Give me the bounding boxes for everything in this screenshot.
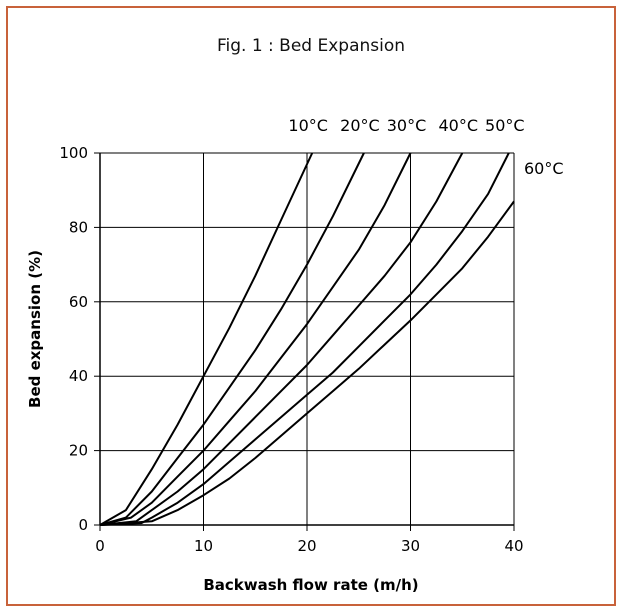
- series-line-2: [99, 152, 365, 526]
- x-axis-label: Backwash flow rate (m/h): [203, 576, 418, 594]
- grid-lines: [100, 152, 515, 525]
- series-line-4: [99, 152, 464, 526]
- tick-labels: 0 10 20 30 40 0 20 40 60 80 100: [59, 144, 523, 555]
- y-tick-label: 40: [69, 367, 88, 385]
- chart-title: Fig. 1 : Bed Expansion: [216, 36, 406, 56]
- series-label-6: 60°C: [524, 159, 564, 178]
- series-labels: 10°C 20°C 30°C 40°C 50°C 60°C: [288, 116, 563, 178]
- y-tick-label: 20: [69, 442, 88, 460]
- series-line-3: [99, 152, 412, 526]
- series-label-3: 30°C: [387, 116, 427, 135]
- y-axis-label: Bed expansion (%): [26, 250, 44, 408]
- series-line-6: [99, 200, 515, 526]
- series-label-1: 10°C: [288, 116, 328, 135]
- series-line-5: [99, 152, 510, 526]
- x-tick-label: 0: [95, 537, 105, 555]
- y-tick-label: 80: [69, 218, 88, 236]
- series-label-2: 20°C: [340, 116, 380, 135]
- axes: [94, 152, 515, 531]
- x-tick-label: 10: [194, 537, 213, 555]
- series-lines: [99, 152, 515, 526]
- x-tick-label: 20: [297, 537, 316, 555]
- x-tick-label: 30: [401, 537, 420, 555]
- series-label-5: 50°C: [485, 116, 525, 135]
- y-tick-label: 0: [78, 516, 88, 534]
- y-tick-label: 100: [59, 144, 88, 162]
- y-tick-label: 60: [69, 293, 88, 311]
- series-line-1: [99, 152, 314, 526]
- x-tick-label: 40: [504, 537, 523, 555]
- series-label-4: 40°C: [438, 116, 478, 135]
